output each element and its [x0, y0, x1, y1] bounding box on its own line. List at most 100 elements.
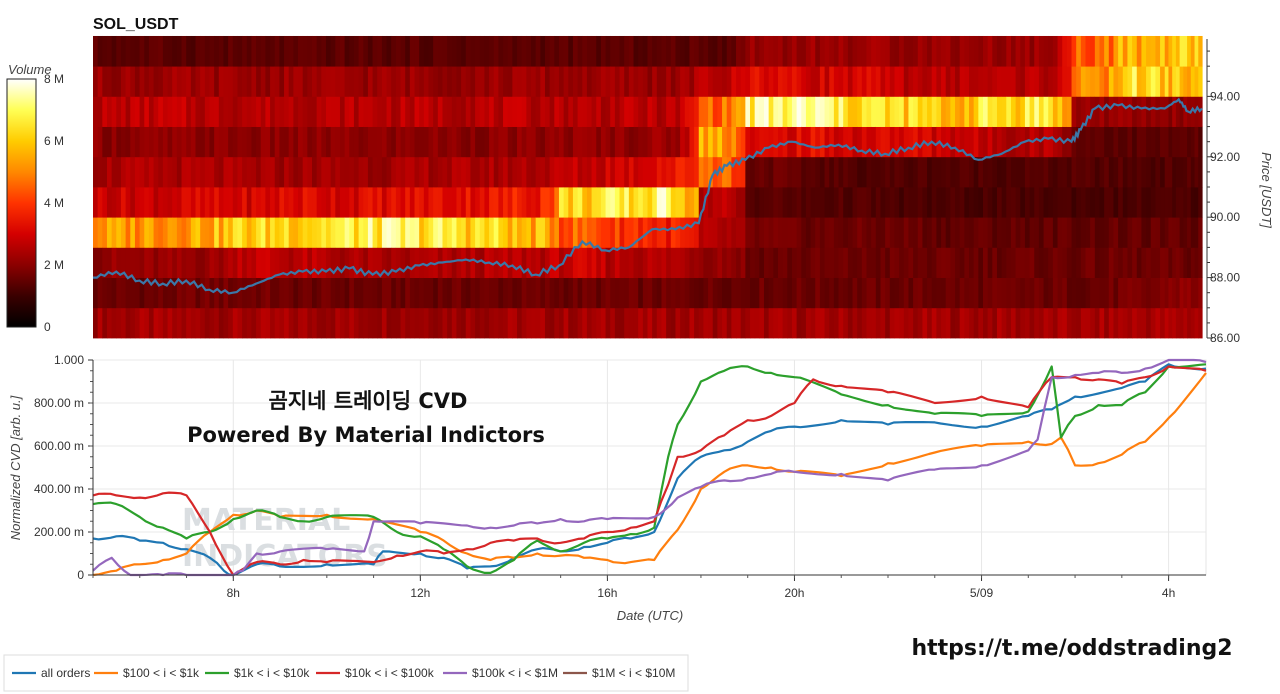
heatmap-cell: [633, 96, 639, 127]
heatmap-cell: [116, 156, 122, 188]
heatmap-cell: [465, 186, 472, 218]
heatmap-cell: [1094, 186, 1101, 218]
heatmap-cell: [1024, 186, 1031, 218]
heatmap-cell: [1099, 277, 1105, 309]
heatmap-cell: [568, 96, 574, 127]
heatmap-cell: [335, 217, 341, 248]
heatmap-cell: [843, 217, 849, 248]
heatmap-cell: [656, 307, 663, 339]
heatmap-cell: [265, 35, 271, 67]
heatmap-cell: [978, 277, 984, 309]
heatmap-cell: [395, 247, 402, 278]
heatmap-cell: [503, 96, 509, 127]
heatmap-cell: [894, 156, 900, 188]
heatmap-cell: [782, 126, 788, 158]
heatmap-cell: [540, 247, 546, 278]
heatmap-cell: [423, 217, 430, 248]
heatmap-cell: [647, 96, 653, 127]
heatmap-cell: [1127, 277, 1133, 309]
heatmap-cell: [358, 96, 364, 127]
heatmap-cell: [1080, 96, 1087, 127]
heatmap-cell: [861, 35, 868, 67]
heatmap-cell: [260, 186, 267, 218]
heatmap-cell: [670, 96, 677, 127]
heatmap-cell: [1164, 217, 1170, 248]
heatmap-cell: [358, 277, 364, 309]
heatmap-cell: [927, 126, 933, 158]
heatmap-cell: [950, 186, 956, 218]
heatmap-cell: [293, 156, 299, 188]
heatmap-cell: [270, 66, 276, 97]
heatmap-cell: [204, 277, 211, 309]
heatmap-cell: [493, 186, 499, 218]
heatmap-cell: [1038, 247, 1045, 278]
heatmap-cell: [614, 186, 621, 218]
heatmap-cell: [93, 66, 99, 97]
heatmap-cell: [857, 35, 863, 67]
heatmap-cell: [754, 217, 760, 248]
heatmap-cell: [409, 186, 416, 218]
heatmap-cell: [484, 66, 490, 97]
heatmap-cell: [838, 307, 844, 339]
heatmap-cell: [1094, 277, 1101, 309]
heatmap-cell: [736, 277, 742, 309]
heatmap-cell: [647, 66, 653, 97]
heatmap-cell: [451, 217, 458, 248]
heatmap-cell: [228, 156, 234, 188]
heatmap-cell: [484, 126, 490, 158]
heatmap-cell: [777, 35, 784, 67]
heatmap-cell: [908, 247, 914, 278]
heatmap-cell: [750, 35, 756, 67]
heatmap-cell: [1183, 277, 1188, 309]
heatmap-cell: [568, 307, 574, 339]
heatmap-cell: [586, 307, 593, 339]
heatmap-cell: [526, 277, 532, 309]
heatmap-cell: [712, 186, 718, 218]
heatmap-cell: [1048, 96, 1054, 127]
heatmap-cell: [1150, 126, 1157, 158]
heatmap-cell: [717, 96, 723, 127]
heatmap-cell: [875, 186, 882, 218]
heatmap-cell: [899, 35, 905, 67]
heatmap-cell: [339, 307, 346, 339]
heatmap-cell: [349, 126, 355, 158]
heatmap-cell: [139, 126, 145, 158]
heatmap-cell: [638, 126, 644, 158]
heatmap-cell: [805, 156, 812, 188]
heatmap-cell: [246, 277, 253, 309]
heatmap-cell: [339, 126, 346, 158]
heatmap-cell: [572, 277, 579, 309]
heatmap-cell: [293, 96, 299, 127]
heatmap-cell: [228, 96, 234, 127]
heatmap-cell: [787, 307, 793, 339]
heatmap-cell: [312, 217, 318, 248]
heatmap-cell: [875, 35, 882, 67]
heatmap-cell: [414, 247, 420, 278]
heatmap-cell: [279, 247, 285, 278]
heatmap-cell: [251, 277, 257, 309]
heatmap-cell: [889, 186, 896, 218]
heatmap-cell: [498, 247, 504, 278]
heatmap-cell: [330, 156, 336, 188]
heatmap-cell: [419, 66, 425, 97]
heatmap-cell: [1160, 277, 1166, 309]
heatmap-cell: [507, 35, 513, 67]
heatmap-cell: [1034, 156, 1040, 188]
heatmap-cell: [572, 96, 579, 127]
heatmap-cell: [1085, 96, 1091, 127]
heatmap-cell: [861, 66, 868, 97]
heatmap-cell: [521, 217, 527, 248]
heatmap-cell: [204, 96, 211, 127]
heatmap-cell: [1175, 35, 1181, 67]
heatmap-cell: [759, 277, 765, 309]
heatmap-cell: [256, 186, 262, 218]
heatmap-cell: [847, 277, 854, 309]
heatmap-cell: [316, 186, 322, 218]
heatmap-cell: [647, 277, 653, 309]
heatmap-cell: [554, 35, 560, 67]
heatmap-cell: [1136, 247, 1143, 278]
heatmap-cell: [689, 156, 695, 188]
heatmap-cell: [857, 217, 863, 248]
heatmap-cell: [950, 35, 956, 67]
heatmap-cell: [917, 66, 924, 97]
